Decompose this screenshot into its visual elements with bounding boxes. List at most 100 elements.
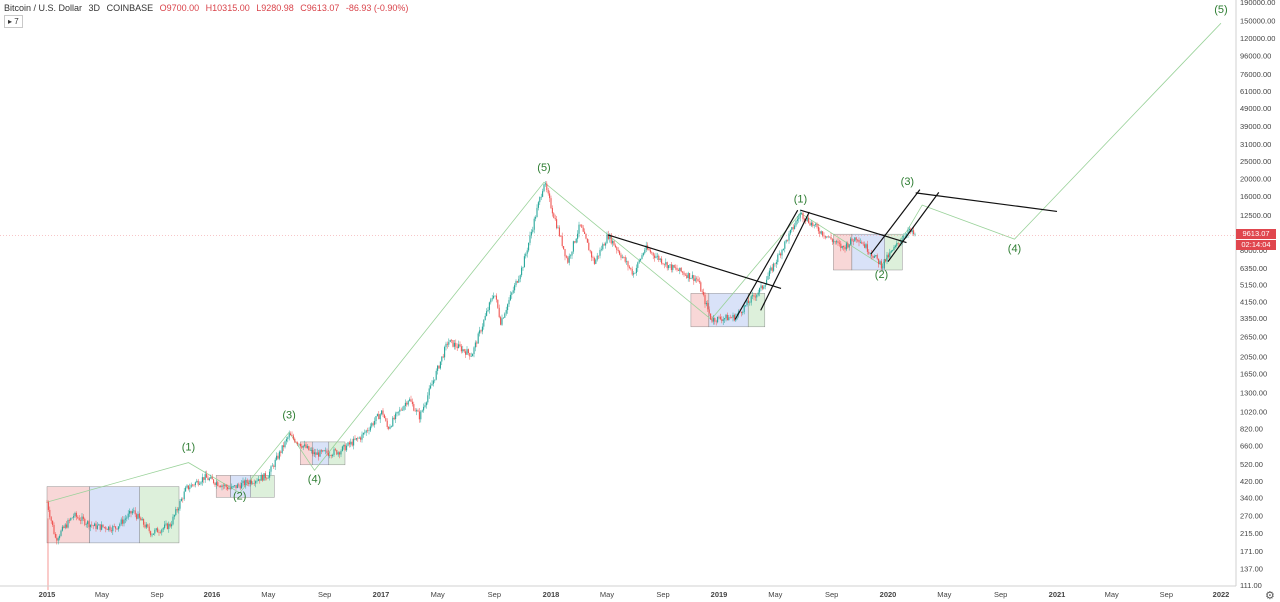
candle-body: [304, 444, 306, 446]
candle-body: [418, 411, 420, 420]
candle-body: [823, 235, 825, 237]
candle-body: [754, 296, 756, 298]
candle-body: [526, 250, 528, 254]
time-axis[interactable]: 2015 May Sep 2016 May Sep 2017 May Sep 2018 May Sep…: [39, 590, 1230, 599]
wave-labels: (1) (2) (3) (4) (5) (1) (2) (3) (4) (5): [182, 4, 1228, 503]
candle-body: [102, 524, 104, 528]
y-tick-label: 2650.00: [1240, 333, 1267, 342]
candle-body: [791, 227, 793, 231]
candle-body: [127, 513, 129, 518]
trendline[interactable]: [887, 192, 940, 262]
x-tick-label: May: [261, 590, 275, 599]
candle-body: [101, 524, 103, 530]
candle-body: [61, 526, 63, 531]
candle-body: [582, 227, 584, 232]
zone-box: [747, 293, 766, 328]
candle-body: [458, 344, 460, 349]
candle-body: [859, 242, 861, 243]
candle-body: [668, 265, 670, 269]
candle-body: [427, 395, 429, 403]
candle-body: [330, 455, 332, 456]
candle-body: [154, 530, 156, 534]
elliott-wave-projection: [46, 22, 1222, 503]
candle-body: [147, 524, 149, 527]
wave-label: (3): [901, 176, 914, 188]
candle-body: [873, 256, 875, 258]
candle-body: [537, 202, 539, 208]
x-tick-label: 2021: [1049, 590, 1066, 599]
candle-body: [400, 409, 402, 411]
candle-body: [529, 235, 531, 243]
candle-body: [339, 452, 341, 455]
candle-body: [136, 514, 138, 519]
candle-body: [631, 269, 633, 275]
x-tick-label: May: [937, 590, 951, 599]
candle-body: [777, 254, 779, 263]
candle-body: [680, 267, 682, 272]
candle-body: [701, 291, 703, 293]
y-tick-label: 20000.00: [1240, 174, 1271, 183]
candle-body: [208, 478, 210, 481]
gear-icon[interactable]: ⚙: [1265, 590, 1275, 602]
candle-body: [488, 302, 490, 310]
candle-body: [620, 254, 622, 258]
candle-body: [91, 524, 93, 526]
candle-body: [369, 426, 371, 431]
trendline[interactable]: [870, 189, 921, 255]
candle-body: [82, 516, 84, 519]
candle-body: [332, 454, 334, 456]
candle-body: [572, 241, 574, 252]
candle-body: [676, 267, 678, 270]
y-tick-label: 8000.00: [1240, 246, 1267, 255]
candle-body: [855, 237, 857, 240]
trendline[interactable]: [760, 211, 810, 311]
candle-body: [519, 275, 521, 280]
candle-body: [283, 445, 285, 448]
candle-body: [532, 229, 534, 232]
x-tick-label: 2019: [711, 590, 728, 599]
candle-body: [313, 452, 315, 455]
indicator-toggle-button[interactable]: ▸ 7: [4, 15, 23, 28]
candle-body: [747, 300, 749, 303]
candle-body: [413, 404, 415, 411]
candle-body: [336, 450, 338, 455]
candle-body: [850, 238, 852, 245]
candle-body: [312, 450, 314, 455]
y-tick-label: 150000.00: [1240, 17, 1275, 26]
symbol-name[interactable]: Bitcoin / U.S. Dollar: [4, 3, 83, 13]
trendline[interactable]: [800, 209, 907, 244]
candle-body: [421, 410, 423, 412]
candle-body: [390, 426, 392, 427]
candle-body: [693, 275, 695, 281]
candle-body: [834, 241, 836, 243]
candle-body: [347, 442, 349, 446]
candle-body: [578, 224, 580, 234]
y-tick-label: 111.00: [1240, 581, 1262, 590]
candle-body: [201, 477, 203, 483]
candle-body: [308, 446, 310, 451]
candle-body: [379, 414, 381, 420]
candle-body: [610, 234, 612, 244]
candle-body: [99, 524, 101, 530]
candle-body: [662, 263, 664, 265]
candle-body: [683, 272, 685, 275]
candle-body: [875, 255, 877, 257]
candle-body: [798, 217, 800, 220]
price-axis[interactable]: 190000.00 150000.00 120000.00 96000.00 76000…: [1240, 0, 1275, 590]
candle-body: [561, 235, 563, 247]
trendline[interactable]: [607, 234, 782, 289]
candle-body: [120, 519, 122, 525]
candle-body: [848, 244, 850, 248]
candle-body: [288, 433, 290, 438]
candle-body: [395, 413, 397, 420]
trendline[interactable]: [734, 209, 799, 320]
candle-body: [145, 524, 147, 528]
trendline[interactable]: [915, 192, 1058, 213]
wave-label: (5): [537, 162, 550, 174]
interval-label[interactable]: 3D: [88, 3, 101, 13]
candle-body: [589, 250, 591, 252]
candle-body: [801, 212, 803, 214]
candle-body: [241, 482, 243, 489]
x-tick-label: Sep: [318, 590, 331, 599]
